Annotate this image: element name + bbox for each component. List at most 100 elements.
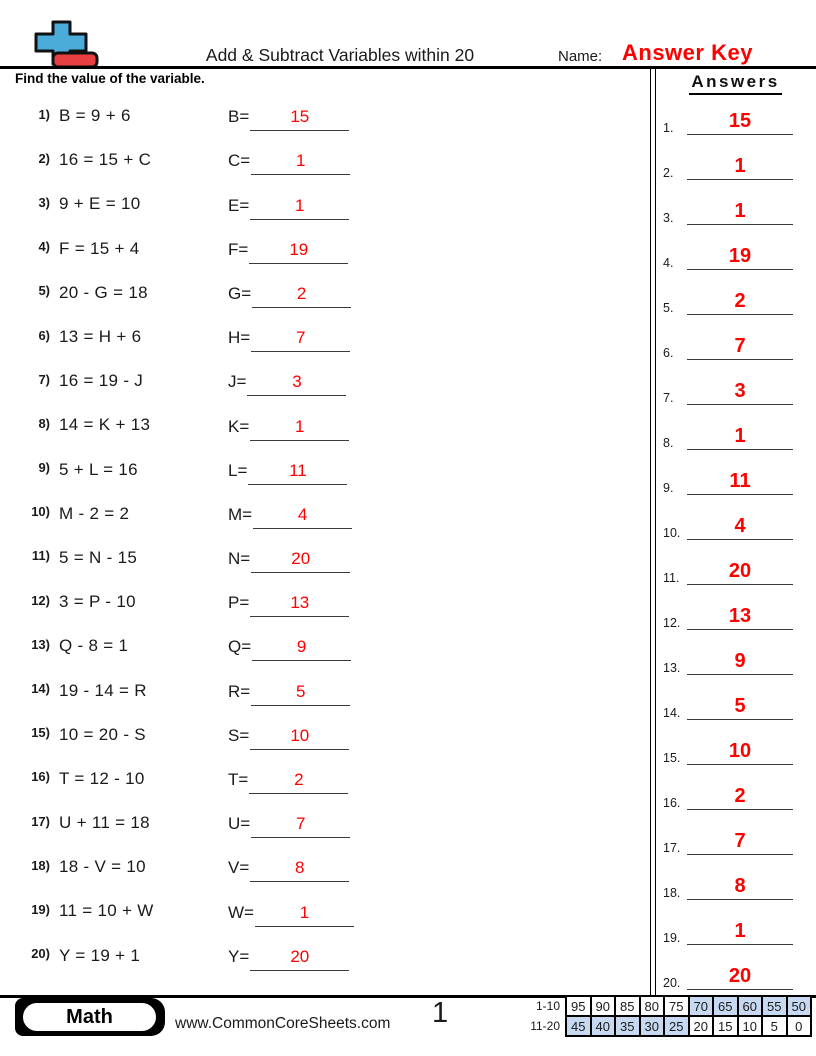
answer-blank: 5 [251,683,351,706]
page-title: Add & Subtract Variables within 20 [205,45,475,65]
answer-number: 10. [663,526,681,540]
score-cell: 20 [688,1016,713,1036]
answer-value: 2 [294,770,304,789]
answer-value: 3 [292,372,302,392]
answer-blank: 13 [250,594,350,618]
answer-blank: 7 [251,329,351,353]
answer-variable-label: Y= [228,946,250,966]
answer-variable-label: K= [228,416,250,436]
problem-equation: 13 = H + 6 [59,327,142,347]
answer-blank: 13 [687,606,793,630]
answer-number: 3. [663,211,674,225]
answer-value: 20 [728,965,752,987]
problem-row: 8) 14 = K + 13 K= 1 [0,403,650,447]
problem-answer: C= 1 [228,151,351,176]
problem-answer: M= 4 [228,505,353,529]
score-cell: 40 [590,1016,615,1036]
score-cell: 70 [688,996,713,1016]
problem-number: 8) [38,415,50,431]
answer-value: 1 [734,920,746,942]
answer-value: 10 [728,740,752,762]
answer-row: 4. 19 [655,233,816,278]
problem-row: 17) U + 11 = 18 U= 7 [0,801,650,845]
problem-equation: 19 - 14 = R [59,680,147,700]
answer-variable-label: V= [228,858,250,878]
answer-value: 1 [295,195,305,215]
answer-value: 1 [734,155,746,177]
problem-row: 18) 18 - V = 10 V= 8 [0,845,650,889]
problem-number: 10) [31,504,50,520]
name-label: Name: [558,48,603,65]
problem-answer: Y= 20 [228,946,350,971]
problem-answer: N= 20 [228,549,351,574]
answer-value: 15 [728,110,752,132]
answer-variable-label: P= [228,593,250,613]
score-cell: 95 [566,996,591,1016]
answer-value: 19 [289,239,309,259]
answer-row: 13. 9 [655,638,816,683]
answer-blank: 19 [687,246,793,270]
problem-number: 4) [38,239,50,255]
problem-number: 9) [38,460,50,476]
problem-number: 20) [31,946,50,962]
problem-equation: F = 15 + 4 [59,238,140,258]
answer-variable-label: L= [228,460,248,480]
answer-blank: 7 [251,814,351,839]
problem-answer: T= 2 [228,770,349,794]
score-row-2: 45 40 35 30 25 20 15 10 5 0 [566,1016,811,1036]
score-cell: 0 [786,1016,811,1036]
problem-number: 5) [38,283,50,299]
problem-row: 19) 11 = 10 + W W= 1 [0,889,650,933]
answer-variable-label: E= [228,195,250,215]
score-row-1: 95 90 85 80 75 70 65 60 55 50 [566,996,811,1016]
answer-blank: 1 [687,201,793,225]
problem-answer: V= 8 [228,858,350,883]
problem-answer: E= 1 [228,195,350,220]
answer-number: 8. [663,436,674,450]
problem-equation: M - 2 = 2 [59,503,130,523]
answer-number: 2. [663,166,674,180]
score-cell: 60 [737,996,762,1016]
answer-variable-label: F= [228,239,249,259]
problem-row: 10) M - 2 = 2 M= 4 [0,492,650,536]
problem-answer: W= 1 [228,903,354,927]
answer-row: 8. 1 [655,413,816,458]
problem-answer: K= 1 [228,416,350,441]
problem-equation: 11 = 10 + W [59,901,154,921]
answer-number: 12. [663,616,681,630]
problem-equation: 3 = P - 10 [59,592,136,612]
answer-value: 8 [734,875,746,897]
score-cell: 55 [762,996,787,1016]
answer-variable-label: S= [228,725,250,745]
answer-blank: 20 [251,549,351,574]
answer-blank: 10 [687,741,793,765]
problem-number: 7) [38,371,50,387]
problem-equation: 10 = 20 - S [59,724,146,744]
problem-number: 17) [31,813,50,829]
answers-panel-header: Answers [655,72,816,95]
answer-row: 3. 1 [655,188,816,233]
problem-answer: G= 2 [228,284,352,308]
problem-equation: 9 + E = 10 [59,194,141,214]
score-cell: 30 [639,1016,664,1036]
problem-equation: 5 + L = 16 [59,459,138,479]
answer-blank: 4 [687,516,793,540]
answer-blank: 15 [687,111,793,135]
answer-blank: 2 [687,786,793,810]
answer-value: 1 [299,902,310,922]
answer-number: 17. [663,841,681,855]
answer-number: 14. [663,706,681,720]
answer-value: 7 [295,814,306,834]
score-cell: 75 [664,996,689,1016]
answer-blank: 3 [247,372,347,397]
problem-number: 13) [31,636,50,652]
answer-row: 20. 20 [655,953,816,998]
answer-variable-label: B= [228,107,250,127]
answer-value: 20 [291,549,311,569]
answer-blank: 20 [250,948,350,971]
answer-blank: 15 [250,108,350,132]
answer-number: 18. [663,886,681,900]
answer-row: 18. 8 [655,863,816,908]
answer-number: 4. [663,256,674,270]
answer-blank: 19 [249,239,349,264]
